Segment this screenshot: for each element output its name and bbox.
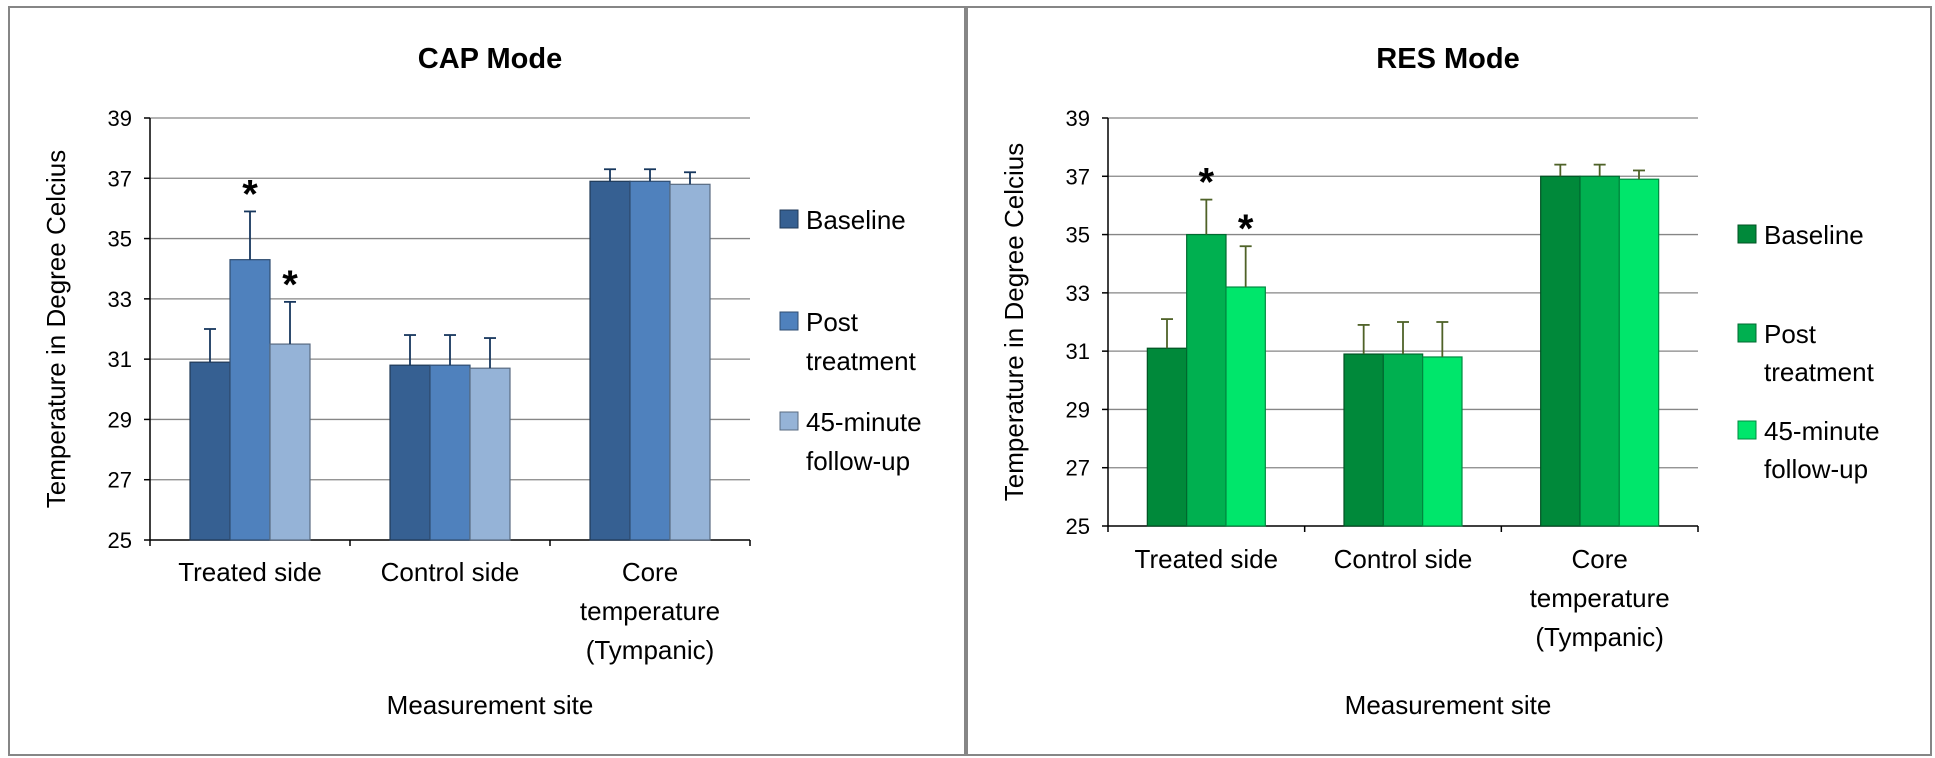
y-tick-label: 29 bbox=[108, 407, 132, 432]
y-tick-label: 25 bbox=[108, 528, 132, 553]
category-label: Control side bbox=[381, 557, 520, 587]
y-tick-label: 33 bbox=[108, 287, 132, 312]
legend-label: follow-up bbox=[1764, 454, 1868, 484]
x-axis-label: Measurement site bbox=[1345, 690, 1552, 720]
y-tick-label: 35 bbox=[1066, 223, 1090, 248]
res-mode-chart: RES Mode 25 27 29 31 33 35 37 39 * * Treated side Co… bbox=[999, 43, 1880, 720]
y-axis-label: Temperature in Degree Celcius bbox=[999, 143, 1029, 501]
legend-swatch bbox=[1737, 224, 1757, 244]
y-tick-label: 27 bbox=[108, 468, 132, 493]
significance-marker: * bbox=[282, 263, 298, 307]
category-label: Treated side bbox=[178, 557, 322, 587]
legend-label: 45-minute bbox=[806, 407, 922, 437]
bar bbox=[629, 180, 671, 541]
legend-swatch bbox=[1737, 323, 1757, 343]
bar bbox=[1343, 353, 1384, 527]
y-tick-label: 31 bbox=[108, 347, 132, 372]
bar bbox=[1225, 286, 1266, 527]
bar bbox=[1146, 347, 1188, 527]
category-label: temperature bbox=[580, 596, 720, 626]
significance-marker: * bbox=[242, 172, 258, 216]
y-tick-label: 37 bbox=[108, 166, 132, 191]
y-tick-label: 29 bbox=[1066, 397, 1090, 422]
x-axis-label: Measurement site bbox=[387, 690, 594, 720]
bar bbox=[469, 367, 511, 541]
legend-label: Baseline bbox=[806, 205, 906, 235]
y-tick-label: 27 bbox=[1066, 456, 1090, 481]
y-tick-label: 33 bbox=[1066, 281, 1090, 306]
legend-swatch bbox=[779, 411, 799, 431]
y-tick-label: 39 bbox=[1066, 106, 1090, 131]
y-tick-label: 31 bbox=[1066, 339, 1090, 364]
bar bbox=[1186, 233, 1227, 527]
category-label: Core bbox=[1571, 544, 1627, 574]
y-tick-label: 25 bbox=[1066, 514, 1090, 539]
bar bbox=[669, 183, 711, 541]
bar bbox=[589, 180, 631, 541]
cap-mode-chart: CAP Mode 25 27 29 31 33 35 37 39 * * Treated side Co… bbox=[41, 43, 922, 720]
category-label: Treated side bbox=[1135, 544, 1279, 574]
chart-title: CAP Mode bbox=[418, 43, 562, 75]
bar bbox=[1540, 175, 1581, 527]
category-label: temperature bbox=[1530, 583, 1670, 613]
bar bbox=[269, 343, 311, 541]
significance-marker: * bbox=[1238, 207, 1254, 251]
legend-label: treatment bbox=[806, 346, 917, 376]
category-label: Core bbox=[622, 557, 678, 587]
bar bbox=[1422, 356, 1463, 527]
y-tick-label: 39 bbox=[108, 106, 132, 131]
bar bbox=[1579, 175, 1620, 527]
legend-label: Baseline bbox=[1764, 220, 1864, 250]
legend-swatch bbox=[779, 311, 799, 331]
category-label: (Tympanic) bbox=[1535, 622, 1664, 652]
y-axis-label: Temperature in Degree Celcius bbox=[41, 150, 71, 508]
bar bbox=[229, 259, 271, 541]
legend-label: follow-up bbox=[806, 446, 910, 476]
legend-label: Post bbox=[1764, 319, 1817, 349]
legend-label: treatment bbox=[1764, 357, 1875, 387]
y-tick-label: 37 bbox=[1066, 164, 1090, 189]
bar bbox=[1382, 353, 1424, 527]
res-mode-chart-panel: RES Mode 25 27 29 31 33 35 37 39 * * Treated side Co… bbox=[966, 6, 1932, 756]
category-label: (Tympanic) bbox=[586, 635, 715, 665]
cap-mode-chart-panel: CAP Mode 25 27 29 31 33 35 37 39 * * Treated side Co… bbox=[8, 6, 966, 756]
legend-swatch bbox=[779, 209, 799, 229]
bar bbox=[429, 364, 471, 541]
y-tick-label: 35 bbox=[108, 227, 132, 252]
legend-label: 45-minute bbox=[1764, 416, 1880, 446]
bar bbox=[1618, 178, 1660, 527]
category-label: Control side bbox=[1334, 544, 1473, 574]
legend-swatch bbox=[1737, 420, 1757, 440]
significance-marker: * bbox=[1199, 161, 1215, 205]
bar bbox=[189, 361, 231, 541]
chart-title: RES Mode bbox=[1376, 43, 1519, 75]
legend-label: Post bbox=[806, 307, 859, 337]
bar bbox=[389, 364, 431, 541]
